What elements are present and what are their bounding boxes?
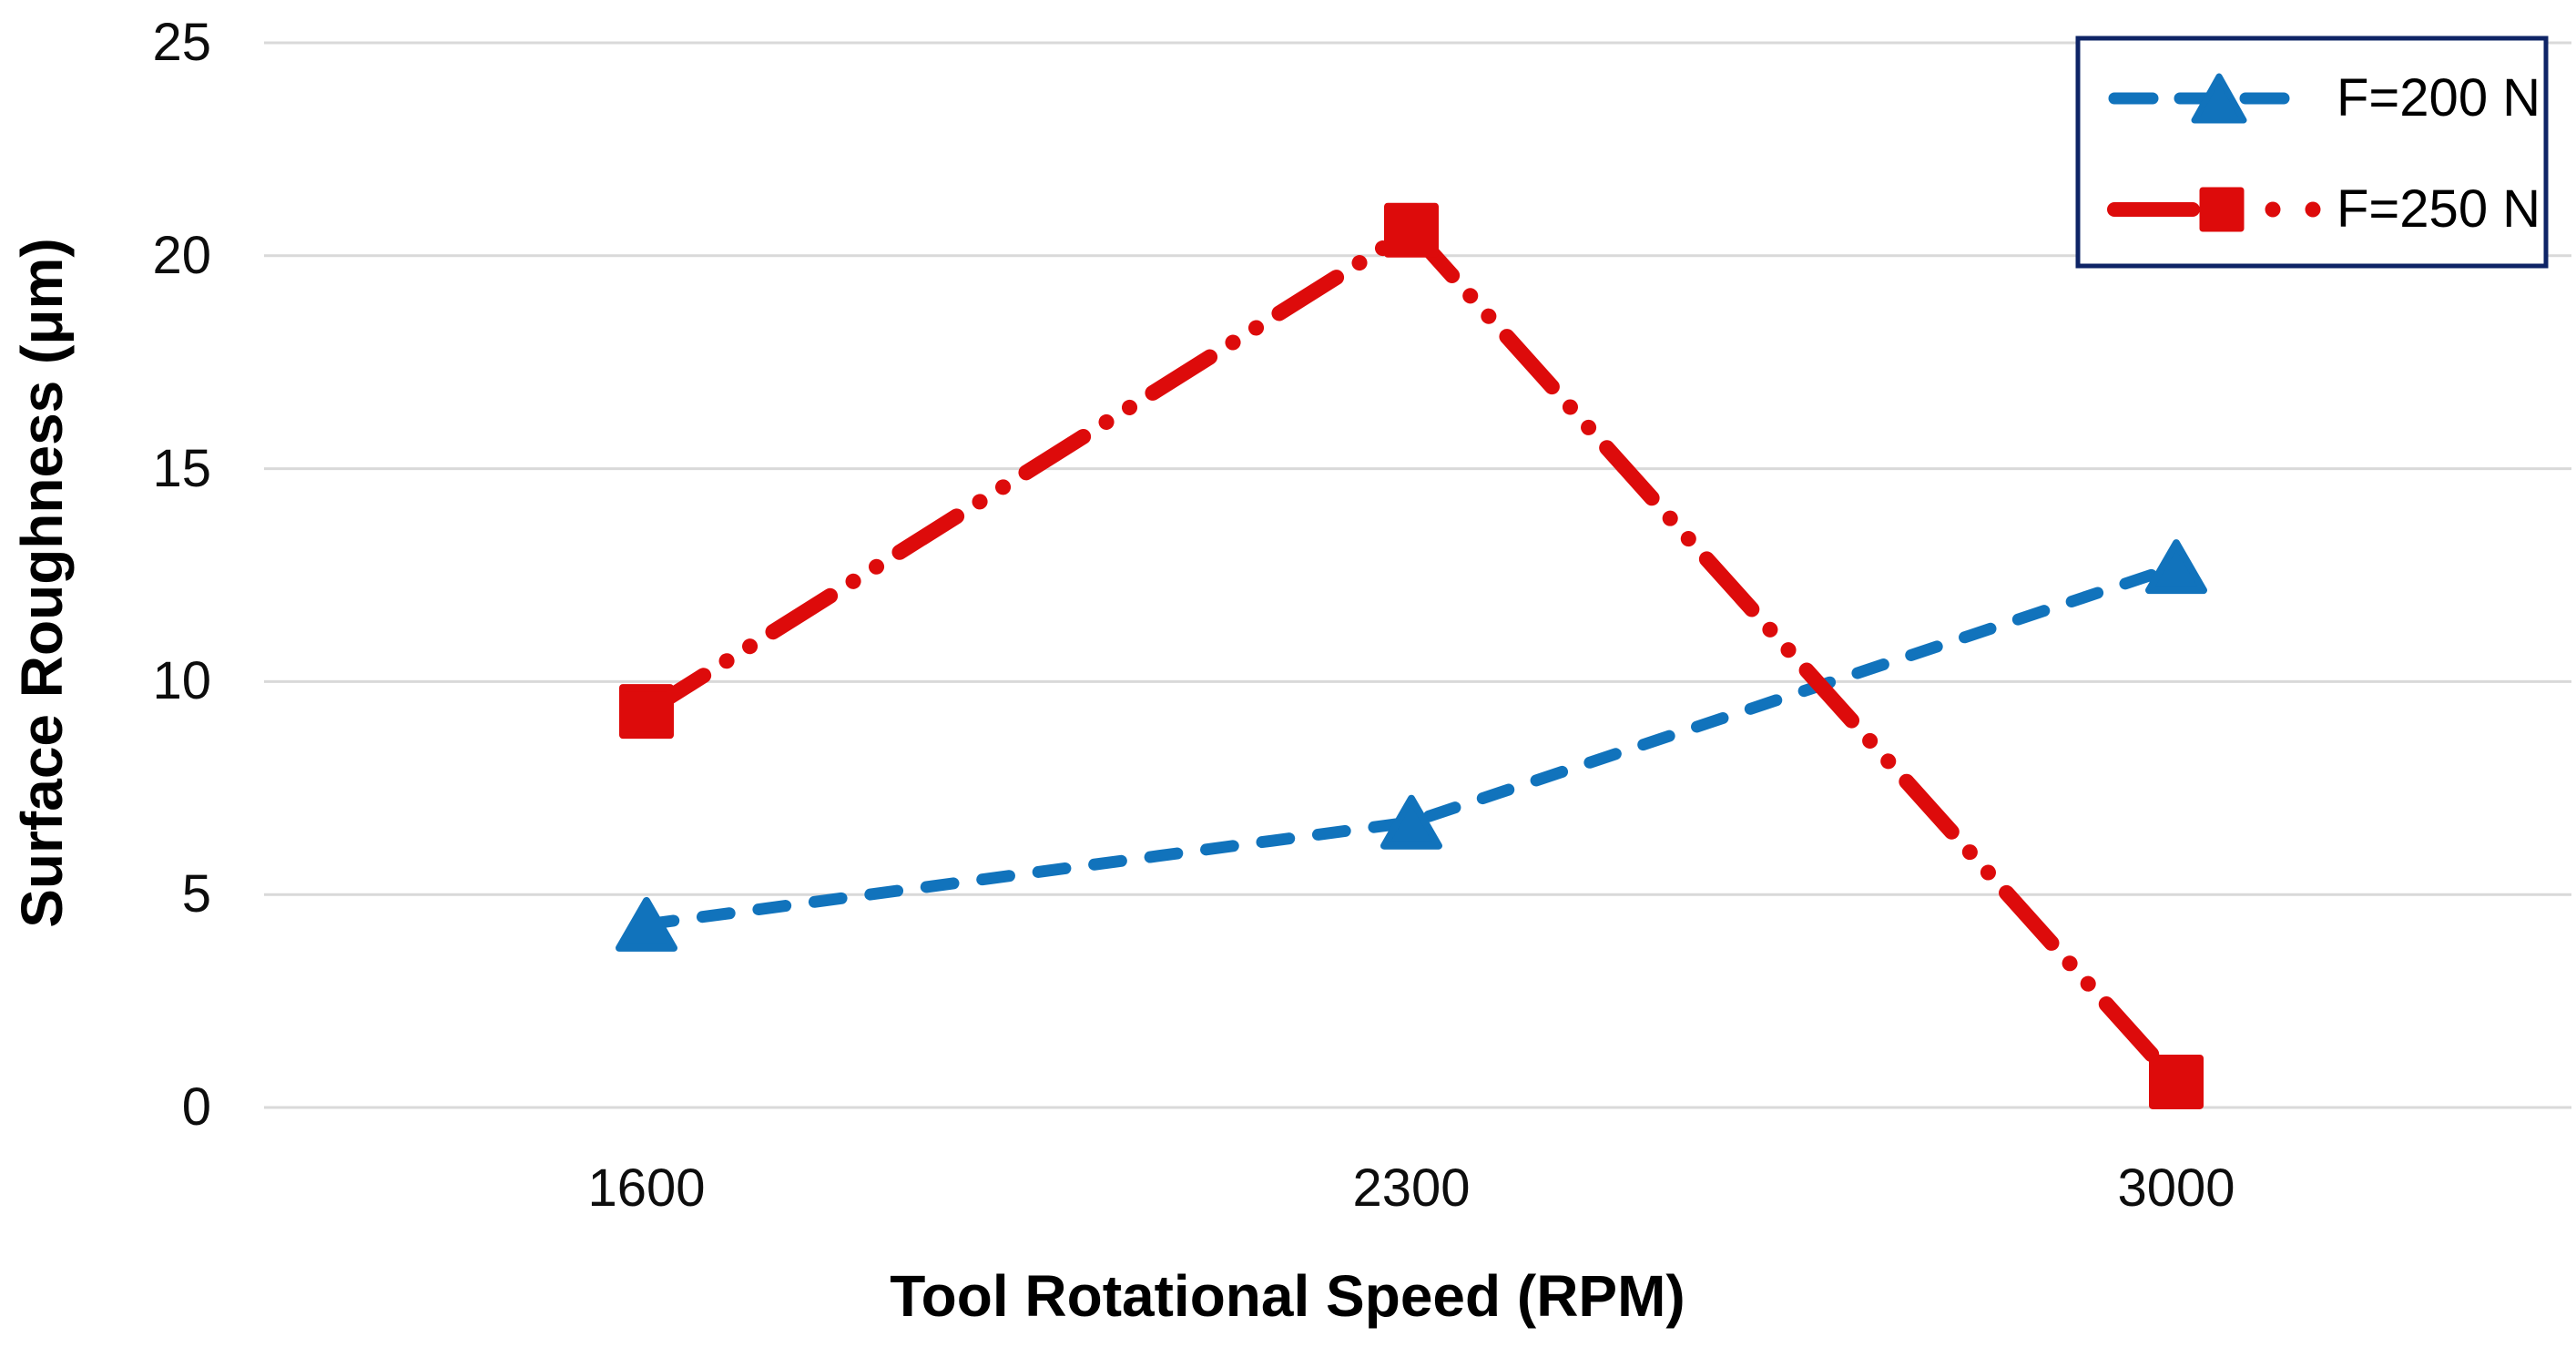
x-tick-label: 1600	[587, 1158, 706, 1218]
data-point-triangle-marker	[2145, 539, 2207, 595]
legend-item-f250n-label: F=250 N	[2337, 179, 2541, 239]
y-axis-title: Surface Roughness (μm)	[9, 238, 75, 928]
data-point-triangle-marker	[616, 896, 677, 952]
series-line-F200N	[640, 560, 2183, 931]
data-point-square-marker	[1384, 202, 1439, 258]
legend-square-marker	[2199, 187, 2245, 232]
series-line-F250N	[638, 222, 2184, 1090]
y-tick-label: 15	[152, 438, 211, 498]
legend-item-f200n-label: F=200 N	[2337, 68, 2541, 128]
y-tick-label: 5	[181, 864, 211, 924]
legend-box	[2075, 36, 2549, 269]
y-tick-label: 20	[152, 225, 211, 285]
x-axis-title: Tool Rotational Speed (RPM)	[890, 1263, 1685, 1329]
data-point-square-marker	[2149, 1054, 2204, 1109]
y-tick-label: 25	[152, 13, 211, 72]
legend-dot	[2305, 201, 2321, 218]
y-tick-label: 0	[181, 1077, 211, 1137]
x-tick-label: 2300	[1352, 1158, 1471, 1218]
data-point-triangle-marker	[1380, 794, 1442, 850]
x-tick-label: 3000	[2117, 1158, 2235, 1218]
legend-triangle-marker	[2191, 73, 2247, 124]
y-tick-label: 10	[152, 651, 211, 711]
data-point-square-marker	[619, 684, 674, 740]
legend-dot	[2265, 201, 2281, 218]
